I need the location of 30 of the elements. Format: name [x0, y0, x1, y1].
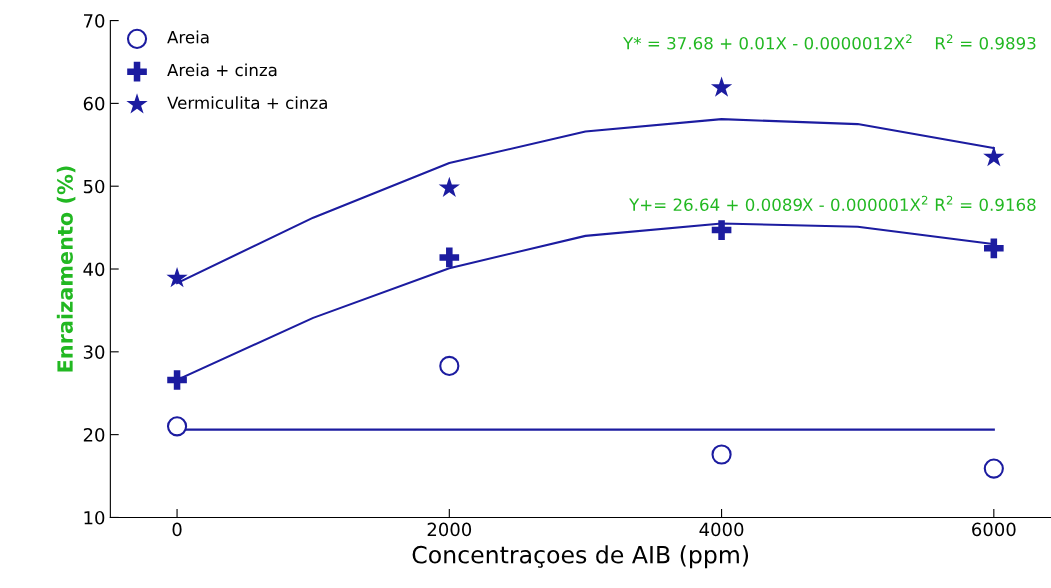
y-axis-title: Enraizamento (%) — [56, 166, 76, 372]
y-tick-label: 60 — [83, 96, 105, 111]
x-tick-label: 2000 — [427, 522, 472, 537]
x-tick-label: 4000 — [699, 522, 744, 537]
point — [983, 146, 1005, 167]
point — [711, 444, 732, 465]
y-tick-label: 70 — [84, 14, 105, 28]
point — [166, 416, 188, 437]
point — [439, 355, 460, 376]
x-tick-label: 0 — [172, 522, 182, 537]
legend-label: Areia + cinza — [167, 63, 277, 77]
y-tick-label: 50 — [83, 179, 105, 194]
y-tick-label: 40 — [83, 262, 105, 277]
point — [710, 76, 733, 97]
x-axis-title: Concentraçoes de AIB (ppm) — [412, 545, 749, 569]
point — [438, 176, 460, 197]
legend-label: Areia — [167, 30, 209, 44]
annotation: Y+= 26.64 + 0.0089X - 0.000001X$^{2}$ R$^{2}$ = 0.9168 — [629, 195, 1036, 211]
y-tick-label: 30 — [83, 345, 105, 359]
point — [983, 458, 1004, 479]
point — [439, 247, 460, 268]
legend-label: Vermiculita + cinza — [167, 96, 327, 110]
y-tick-label: 10 — [84, 510, 105, 525]
point — [984, 238, 1004, 259]
x-tick-label: 6000 — [972, 522, 1016, 537]
point — [167, 370, 187, 390]
point — [166, 266, 188, 288]
text: Y* = 37.68 + 0.01X - 0.0000012X$^{2}$ R$^{2}$ = 0.9893 — [623, 34, 1036, 50]
point — [711, 220, 732, 240]
y-tick-label: 20 — [83, 428, 105, 442]
